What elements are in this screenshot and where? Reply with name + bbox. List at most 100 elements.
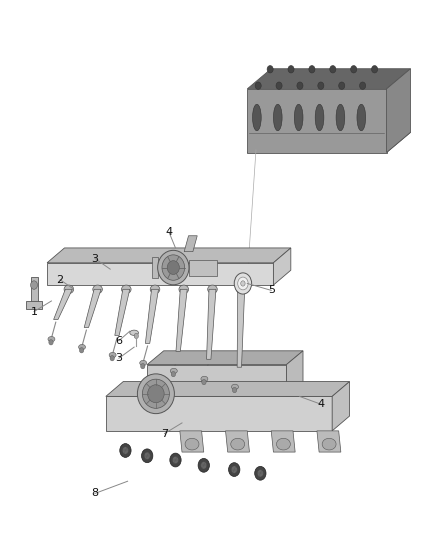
Circle shape <box>339 82 345 90</box>
Circle shape <box>229 463 240 477</box>
Polygon shape <box>106 382 350 397</box>
Circle shape <box>171 372 176 377</box>
Ellipse shape <box>78 344 85 350</box>
Ellipse shape <box>201 376 208 382</box>
Circle shape <box>31 281 38 289</box>
Ellipse shape <box>150 285 160 294</box>
Circle shape <box>231 466 237 473</box>
Circle shape <box>309 66 315 73</box>
Ellipse shape <box>170 368 177 374</box>
Circle shape <box>120 443 131 457</box>
Polygon shape <box>247 69 410 89</box>
Polygon shape <box>47 248 291 263</box>
Ellipse shape <box>130 330 138 335</box>
Circle shape <box>288 66 294 73</box>
Polygon shape <box>273 248 291 285</box>
Polygon shape <box>115 289 130 335</box>
Ellipse shape <box>232 384 238 390</box>
Polygon shape <box>152 257 158 278</box>
Ellipse shape <box>185 438 199 450</box>
Polygon shape <box>387 69 410 152</box>
Polygon shape <box>180 431 204 452</box>
Circle shape <box>238 277 248 290</box>
Circle shape <box>297 82 303 90</box>
Circle shape <box>241 281 245 286</box>
Circle shape <box>141 364 145 369</box>
Circle shape <box>330 66 336 73</box>
Polygon shape <box>247 132 410 152</box>
Polygon shape <box>147 351 303 365</box>
Polygon shape <box>53 289 72 319</box>
Ellipse shape <box>158 251 189 285</box>
Circle shape <box>318 82 324 90</box>
Ellipse shape <box>167 261 180 274</box>
Polygon shape <box>226 431 250 452</box>
Polygon shape <box>145 289 159 343</box>
Ellipse shape <box>276 438 290 450</box>
Bar <box>26 301 42 309</box>
Text: 3: 3 <box>92 254 99 263</box>
Ellipse shape <box>322 438 336 450</box>
Polygon shape <box>147 365 286 402</box>
Circle shape <box>257 470 263 477</box>
Circle shape <box>122 447 128 454</box>
Ellipse shape <box>48 336 55 342</box>
Text: 4: 4 <box>166 227 173 237</box>
Ellipse shape <box>179 285 188 294</box>
Circle shape <box>233 387 237 393</box>
Circle shape <box>201 462 207 469</box>
Circle shape <box>255 82 261 90</box>
Text: 7: 7 <box>161 429 168 439</box>
Circle shape <box>351 66 357 73</box>
Circle shape <box>141 449 153 463</box>
Polygon shape <box>106 397 332 431</box>
Ellipse shape <box>140 360 147 366</box>
Text: 2: 2 <box>57 274 64 285</box>
Circle shape <box>170 453 181 467</box>
Polygon shape <box>286 351 303 402</box>
Ellipse shape <box>162 255 185 280</box>
Text: 5: 5 <box>268 285 275 295</box>
Polygon shape <box>207 289 216 359</box>
Bar <box>31 277 38 304</box>
Circle shape <box>134 333 138 338</box>
Ellipse shape <box>148 385 164 403</box>
Text: 8: 8 <box>92 488 99 498</box>
Ellipse shape <box>142 379 170 408</box>
Ellipse shape <box>231 438 245 450</box>
Circle shape <box>254 466 266 480</box>
Circle shape <box>198 458 209 472</box>
Polygon shape <box>176 289 187 351</box>
Polygon shape <box>332 382 350 431</box>
Circle shape <box>276 82 282 90</box>
Polygon shape <box>189 260 217 276</box>
Ellipse shape <box>357 104 366 131</box>
Ellipse shape <box>64 285 74 294</box>
Circle shape <box>267 66 273 73</box>
Ellipse shape <box>208 285 217 294</box>
Ellipse shape <box>336 104 345 131</box>
Polygon shape <box>317 431 341 452</box>
Ellipse shape <box>138 374 174 414</box>
Ellipse shape <box>93 285 102 294</box>
Circle shape <box>144 452 150 459</box>
Text: 6: 6 <box>115 336 122 346</box>
Polygon shape <box>84 289 101 327</box>
Polygon shape <box>184 236 197 252</box>
Polygon shape <box>237 289 245 367</box>
Text: 1: 1 <box>31 306 38 317</box>
Circle shape <box>110 356 114 361</box>
Circle shape <box>79 348 84 353</box>
Ellipse shape <box>237 285 246 294</box>
Ellipse shape <box>121 285 131 294</box>
Circle shape <box>234 273 252 294</box>
Text: 3: 3 <box>115 353 122 363</box>
Circle shape <box>173 456 179 464</box>
Ellipse shape <box>109 352 116 358</box>
Circle shape <box>202 379 206 385</box>
Circle shape <box>360 82 366 90</box>
Polygon shape <box>271 431 295 452</box>
Circle shape <box>371 66 378 73</box>
Ellipse shape <box>315 104 324 131</box>
Ellipse shape <box>273 104 282 131</box>
